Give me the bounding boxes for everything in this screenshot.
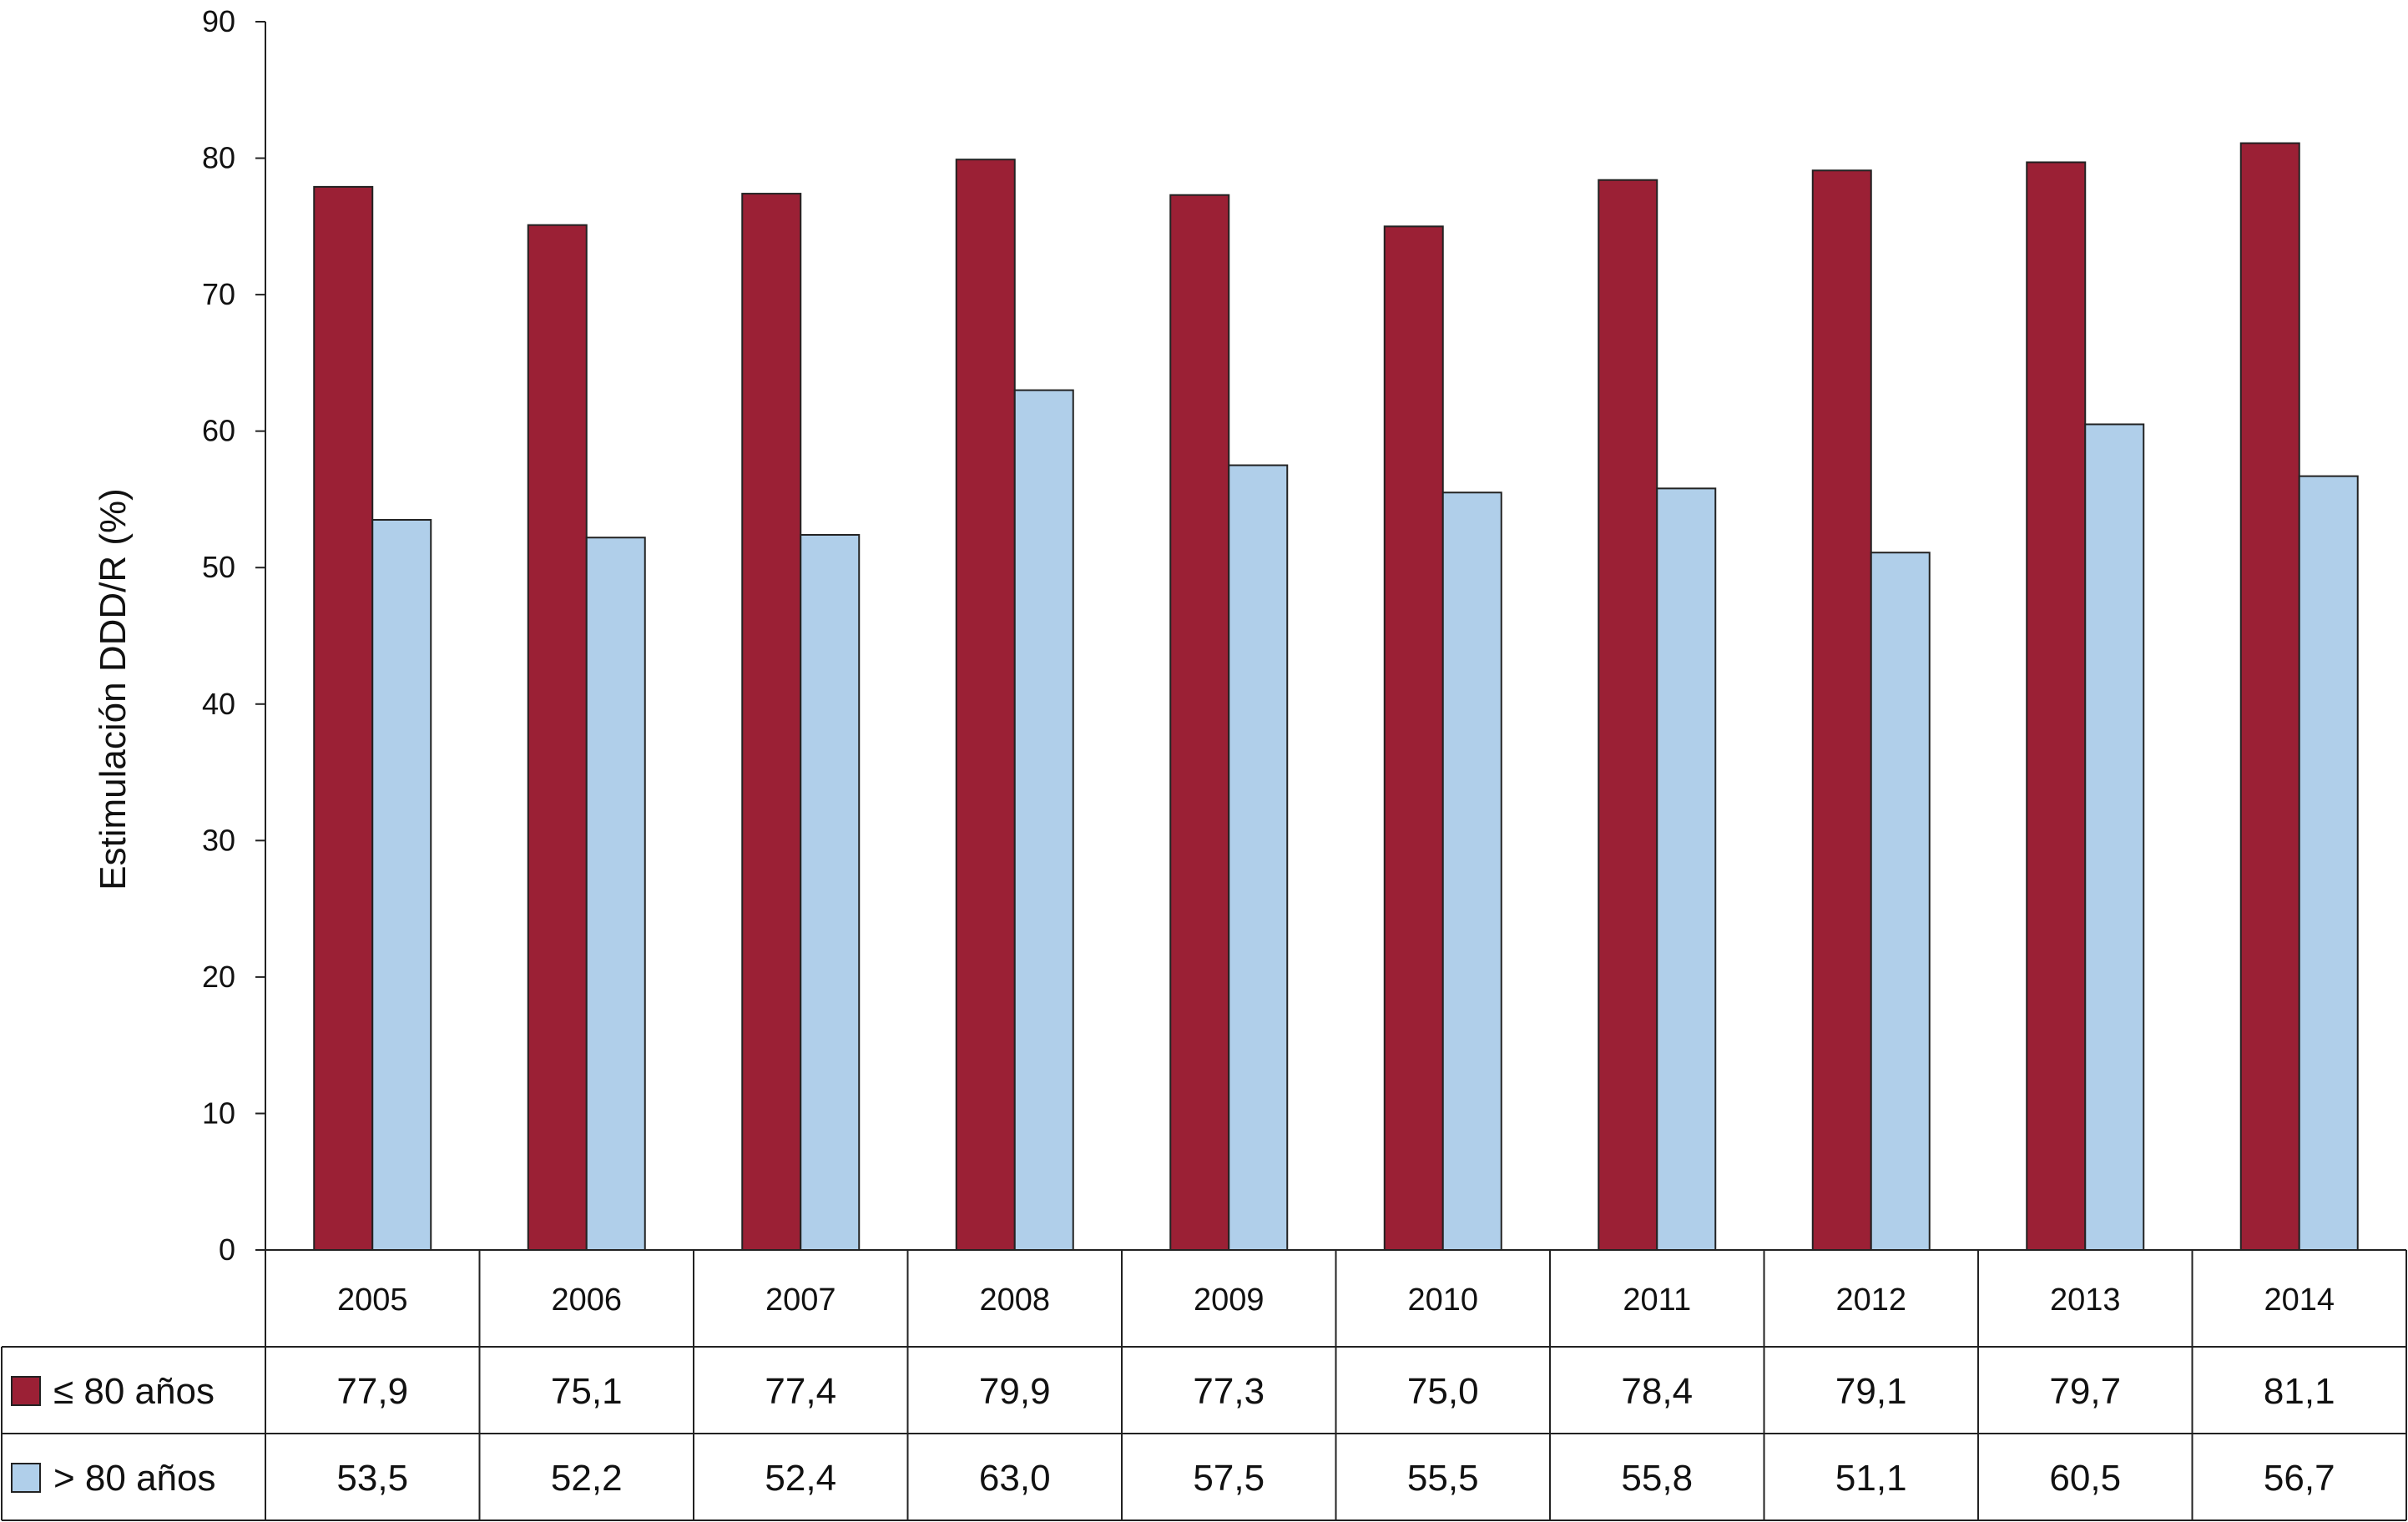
legend-label: > 80 años (53, 1458, 216, 1499)
legend-swatch (11, 1463, 41, 1493)
table-value: 52,2 (551, 1458, 623, 1499)
bar-le80-2014 (2239, 142, 2300, 1251)
bar-gt80-2008 (1013, 389, 1074, 1252)
bar-le80-2012 (1811, 169, 1872, 1252)
table-year-label: 2007 (765, 1283, 836, 1318)
bar-le80-2013 (2026, 161, 2087, 1251)
table-value: 57,5 (1193, 1458, 1265, 1499)
bars (313, 142, 2359, 1252)
bar-gt80-2013 (2084, 423, 2145, 1251)
bar-le80-2010 (1383, 225, 1444, 1251)
table-value: 63,0 (979, 1458, 1051, 1499)
y-tick-label: 70 (202, 277, 235, 311)
table-value: 79,7 (2049, 1371, 2121, 1412)
table-value: 77,4 (765, 1371, 836, 1412)
legend-swatch (11, 1376, 41, 1406)
bar-gt80-2012 (1870, 552, 1931, 1251)
table-value: 52,4 (765, 1458, 836, 1499)
bar-gt80-2014 (2298, 475, 2359, 1251)
table-value: 51,1 (1835, 1458, 1907, 1499)
bar-gt80-2006 (585, 537, 646, 1251)
y-tick-label: 90 (202, 4, 235, 38)
bar-gt80-2007 (800, 533, 861, 1251)
table-value: 81,1 (2264, 1371, 2335, 1412)
y-tick-label: 20 (202, 960, 235, 994)
table-year-label: 2013 (2050, 1283, 2121, 1318)
bar-le80-2006 (527, 224, 588, 1252)
y-tick-label: 0 (219, 1232, 235, 1267)
table-year-label: 2008 (979, 1283, 1050, 1318)
bar-le80-2008 (955, 159, 1016, 1251)
bar-gt80-2010 (1441, 491, 1502, 1251)
y-tick-label: 80 (202, 141, 235, 175)
bar-le80-2011 (1598, 179, 1658, 1251)
table-value: 60,5 (2049, 1458, 2121, 1499)
y-tick-label: 40 (202, 687, 235, 721)
data-table: 2005 2006 2007 2008 2009 2010 2011 2012 2013 2014… (1, 1249, 2407, 1521)
table-value: 77,3 (1193, 1371, 1265, 1412)
legend-label: ≤ 80 años (53, 1371, 215, 1412)
table-year-label: 2005 (337, 1283, 408, 1318)
table-value: 53,5 (336, 1458, 408, 1499)
bar-gt80-2005 (371, 518, 432, 1251)
bar-le80-2005 (313, 185, 374, 1251)
table-year-label: 2006 (551, 1283, 622, 1318)
table-value: 77,9 (336, 1371, 408, 1412)
table-value: 79,9 (979, 1371, 1051, 1412)
y-tick-label: 60 (202, 414, 235, 448)
table-value: 55,5 (1407, 1458, 1479, 1499)
y-axis: 0 10 20 30 40 50 60 70 80 90 (202, 4, 266, 1267)
y-tick-label: 10 (202, 1096, 235, 1130)
table-year-label: 2012 (1835, 1283, 1906, 1318)
table-value: 79,1 (1835, 1371, 1907, 1412)
table-value: 75,1 (551, 1371, 623, 1412)
y-tick-label: 30 (202, 823, 235, 857)
bar-le80-2007 (741, 193, 802, 1252)
table-value: 56,7 (2264, 1458, 2335, 1499)
table-year-label: 2014 (2264, 1283, 2335, 1318)
table-value: 78,4 (1621, 1371, 1693, 1412)
table-value: 75,0 (1407, 1371, 1479, 1412)
table-year-label: 2011 (1623, 1283, 1691, 1318)
y-tick-label: 50 (202, 550, 235, 584)
bar-gt80-2009 (1228, 464, 1289, 1251)
bar-le80-2009 (1169, 194, 1230, 1251)
table-year-label: 2009 (1194, 1283, 1265, 1318)
table-year-label: 2010 (1407, 1283, 1478, 1318)
bar-gt80-2011 (1656, 487, 1717, 1251)
table-value: 55,8 (1621, 1458, 1693, 1499)
y-axis-title: Estimulación DDD/R (%) (93, 488, 134, 890)
